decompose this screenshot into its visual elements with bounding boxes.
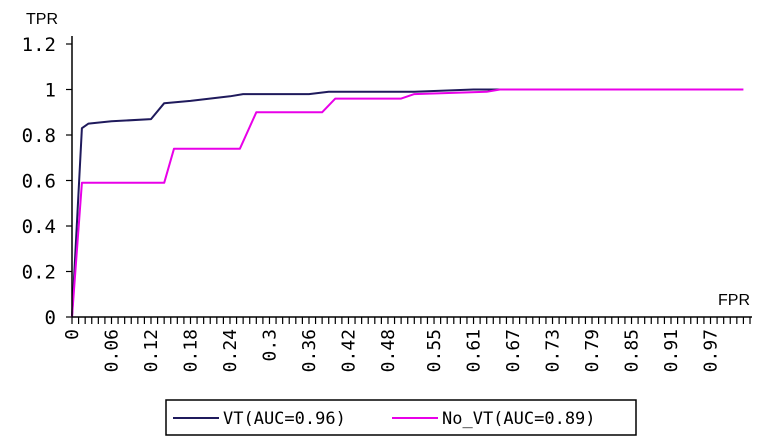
x-tick-label: 0.91 <box>661 329 682 372</box>
x-tick-label: 0.61 <box>464 329 485 372</box>
legend-label-0: VT(AUC=0.96) <box>223 409 346 429</box>
x-axis-ticks: 0 0.06 0.12 0.18 0.24 0.3 0.36 0.42 0.48 0.55 0.61… <box>62 317 751 372</box>
y-axis-ticks: 0 0.2 0.4 0.6 0.8 1 1.2 <box>22 34 72 329</box>
y-axis-label: TPR <box>26 11 58 28</box>
x-tick-label: 0.67 <box>503 329 524 372</box>
x-tick-label: 0.18 <box>180 329 201 372</box>
series-line-0 <box>71 88 500 318</box>
x-tick-label: 0.85 <box>622 329 643 372</box>
y-tick-label: 0.6 <box>22 171 56 193</box>
legend: VT(AUC=0.96) No_VT(AUC=0.89) <box>165 399 637 436</box>
y-tick-label: 0 <box>45 307 56 329</box>
x-tick-label: 0.36 <box>299 329 320 372</box>
series-line-1 <box>71 88 744 318</box>
y-tick-label: 1 <box>45 80 56 102</box>
x-tick-label: 0.3 <box>259 329 280 362</box>
series-lines <box>71 88 744 318</box>
x-tick-label: 0.48 <box>378 329 399 372</box>
x-tick-label: 0.12 <box>141 329 162 372</box>
x-tick-label: 0 <box>62 329 83 340</box>
x-tick-label: 0.06 <box>101 329 122 372</box>
x-tick-label: 0.24 <box>220 329 241 372</box>
y-tick-label: 1.2 <box>22 34 56 56</box>
x-axis-label: FPR <box>718 292 750 309</box>
y-tick-label: 0.8 <box>22 125 56 147</box>
x-tick-label: 0.79 <box>582 329 603 372</box>
x-tick-label: 0.42 <box>338 329 359 372</box>
x-tick-label: 0.73 <box>543 329 564 372</box>
x-tick-label: 0.97 <box>701 329 722 372</box>
y-tick-label: 0.4 <box>22 216 56 238</box>
x-tick-label: 0.55 <box>424 329 445 372</box>
legend-label-1: No_VT(AUC=0.89) <box>442 409 596 429</box>
y-tick-label: 0.2 <box>22 262 56 284</box>
